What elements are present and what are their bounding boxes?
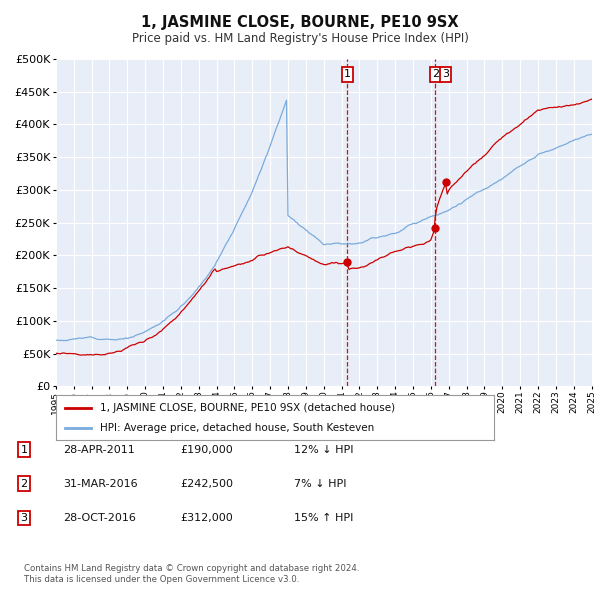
Text: 3: 3 <box>442 70 449 80</box>
Text: 7% ↓ HPI: 7% ↓ HPI <box>294 479 347 489</box>
Text: 28-OCT-2016: 28-OCT-2016 <box>63 513 136 523</box>
Text: £312,000: £312,000 <box>180 513 233 523</box>
Text: 2: 2 <box>432 70 439 80</box>
Text: Price paid vs. HM Land Registry's House Price Index (HPI): Price paid vs. HM Land Registry's House … <box>131 32 469 45</box>
Text: 1, JASMINE CLOSE, BOURNE, PE10 9SX: 1, JASMINE CLOSE, BOURNE, PE10 9SX <box>141 15 459 30</box>
Text: 28-APR-2011: 28-APR-2011 <box>63 445 135 454</box>
Text: 12% ↓ HPI: 12% ↓ HPI <box>294 445 353 454</box>
Text: 1, JASMINE CLOSE, BOURNE, PE10 9SX (detached house): 1, JASMINE CLOSE, BOURNE, PE10 9SX (deta… <box>100 403 395 412</box>
Text: 31-MAR-2016: 31-MAR-2016 <box>63 479 137 489</box>
Text: 3: 3 <box>20 513 28 523</box>
Text: £242,500: £242,500 <box>180 479 233 489</box>
Text: £190,000: £190,000 <box>180 445 233 454</box>
Text: This data is licensed under the Open Government Licence v3.0.: This data is licensed under the Open Gov… <box>24 575 299 584</box>
Text: 1: 1 <box>20 445 28 454</box>
Text: 2: 2 <box>20 479 28 489</box>
Text: 15% ↑ HPI: 15% ↑ HPI <box>294 513 353 523</box>
Text: Contains HM Land Registry data © Crown copyright and database right 2024.: Contains HM Land Registry data © Crown c… <box>24 565 359 573</box>
Text: HPI: Average price, detached house, South Kesteven: HPI: Average price, detached house, Sout… <box>100 424 374 434</box>
Text: 1: 1 <box>344 70 351 80</box>
